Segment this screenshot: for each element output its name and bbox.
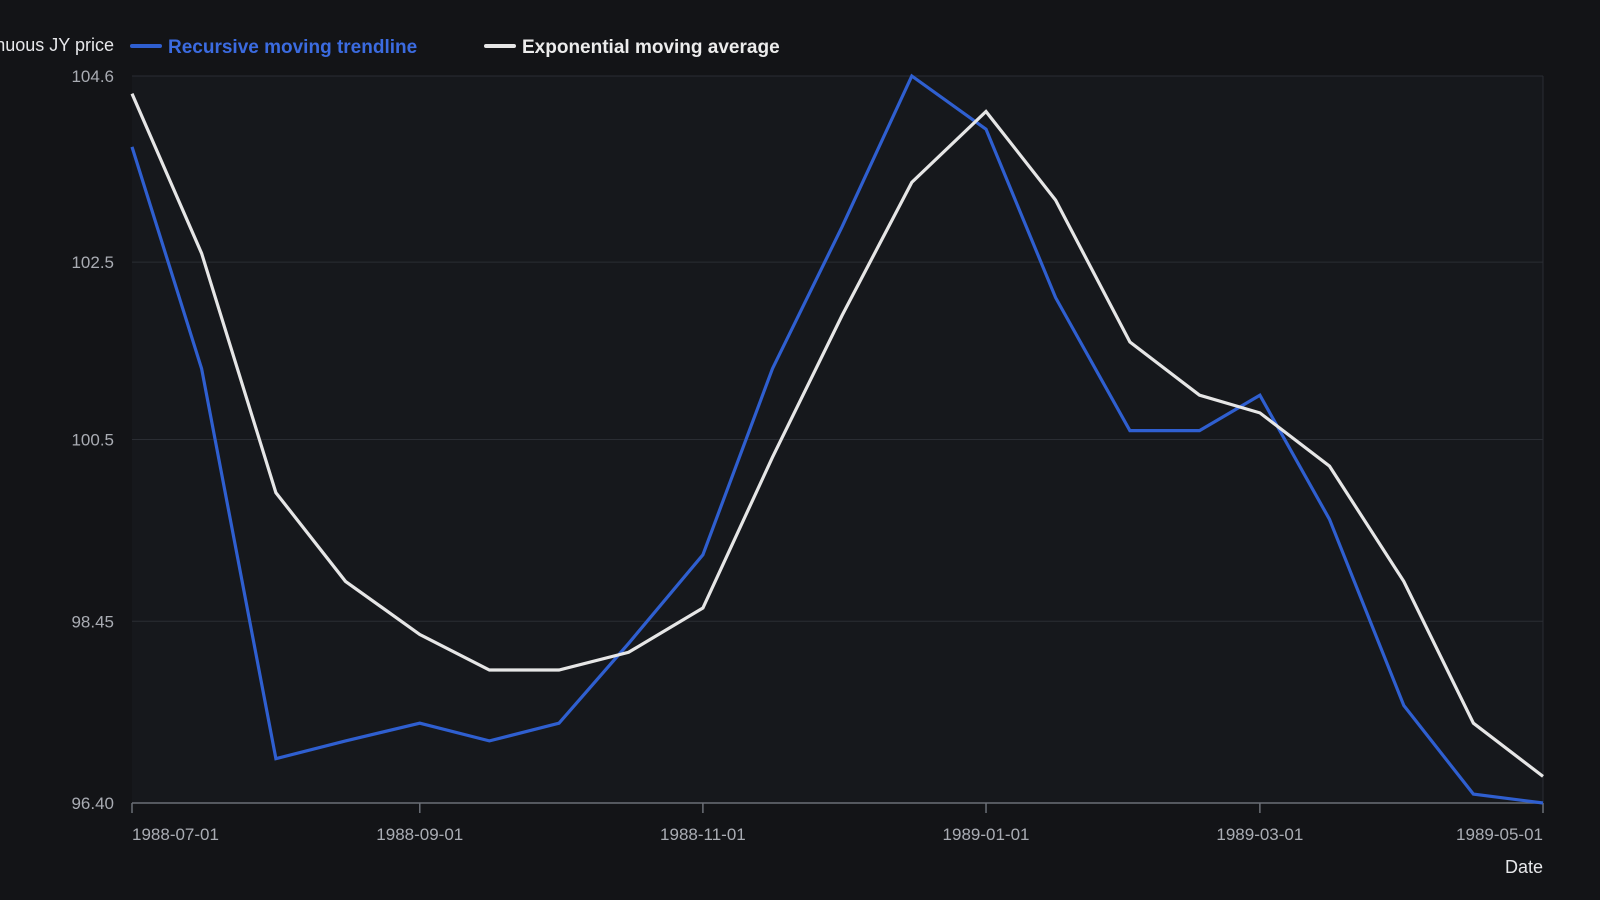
x-tick-label: 1989-05-01 <box>1456 825 1543 844</box>
x-axis-title: Date <box>1505 857 1543 877</box>
series-group <box>130 93 1544 778</box>
series-lines <box>130 73 1544 805</box>
series-group <box>130 73 1544 805</box>
y-axis-title: Continuous JY price <box>0 35 114 55</box>
y-tick-label: 102.5 <box>71 253 114 272</box>
x-tick-label: 1988-07-01 <box>132 825 219 844</box>
legend-label: Exponential moving average <box>522 37 780 58</box>
y-tick-label: 104.6 <box>71 67 114 86</box>
legend-label: Recursive moving trendline <box>168 37 417 58</box>
legend: Recursive moving trendline Exponential mo… <box>130 37 780 58</box>
x-tick-label: 1989-01-01 <box>943 825 1030 844</box>
x-tick-label: 1989-03-01 <box>1216 825 1303 844</box>
x-tick-label: 1988-09-01 <box>376 825 463 844</box>
x-tick-label: 1988-11-01 <box>660 825 746 844</box>
y-tick-label: 100.5 <box>71 431 114 450</box>
axes: 96.40 98.45 100.5 102.5 104.6 1988-07-01 1988-… <box>71 67 1544 844</box>
y-tick-label: 98.45 <box>71 612 114 631</box>
legend-item: Exponential moving average <box>484 37 780 58</box>
legend-item: Recursive moving trendline <box>130 37 417 58</box>
y-tick-label: 96.40 <box>71 794 114 813</box>
